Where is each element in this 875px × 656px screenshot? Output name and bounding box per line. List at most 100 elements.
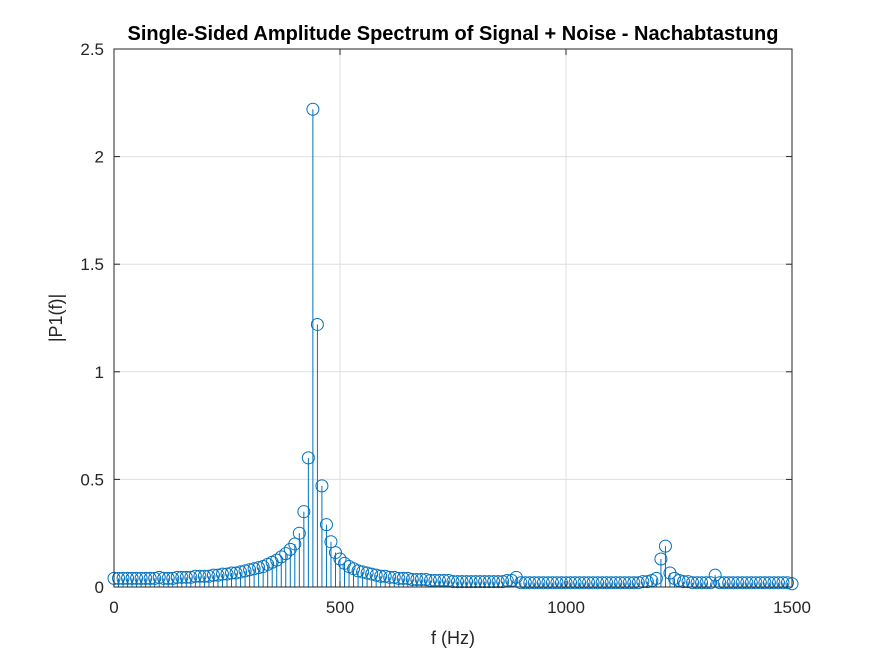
- stem-marker: [559, 576, 573, 590]
- stem-marker: [541, 576, 555, 590]
- stem-marker: [292, 526, 306, 540]
- stem-marker: [112, 571, 126, 585]
- stem-marker: [532, 576, 546, 590]
- stem-marker: [740, 576, 754, 590]
- stem-marker: [369, 568, 383, 582]
- stem-marker: [157, 571, 171, 585]
- stem-marker: [649, 571, 663, 585]
- stem-marker: [374, 569, 388, 583]
- stem-marker: [613, 576, 627, 590]
- plot-area: [114, 49, 792, 587]
- stem-marker: [686, 576, 700, 590]
- stem-marker: [161, 571, 175, 585]
- stem-marker: [139, 571, 153, 585]
- stem-marker: [600, 576, 614, 590]
- stem-marker: [713, 576, 727, 590]
- stem-marker: [767, 576, 781, 590]
- stem-marker: [514, 576, 528, 590]
- stem-marker: [238, 564, 252, 578]
- stem-marker: [197, 569, 211, 583]
- stem-marker: [188, 569, 202, 583]
- stem-marker: [496, 575, 510, 589]
- stem-series: [107, 102, 799, 591]
- x-tick-label: 0: [109, 598, 118, 617]
- stem-marker: [396, 571, 410, 585]
- y-tick-label: 0: [95, 578, 104, 597]
- stem-marker: [356, 565, 370, 579]
- stem-marker: [780, 576, 794, 590]
- stem-marker: [215, 567, 229, 581]
- stem-marker: [654, 552, 668, 566]
- stem-marker: [252, 561, 266, 575]
- stem-marker: [622, 576, 636, 590]
- stem-marker: [414, 572, 428, 586]
- stem-marker: [143, 571, 157, 585]
- stem-marker: [658, 539, 672, 553]
- stem-marker: [758, 576, 772, 590]
- stem-marker: [735, 576, 749, 590]
- chart-title: Single-Sided Amplitude Spectrum of Signa…: [127, 23, 778, 45]
- stem-marker: [175, 570, 189, 584]
- y-axis-label: |P1(f)|: [46, 294, 66, 342]
- stem-marker: [148, 571, 162, 585]
- stem-marker: [288, 537, 302, 551]
- y-tick-label: 2.5: [80, 40, 104, 59]
- stem-marker: [568, 576, 582, 590]
- stem-marker: [573, 576, 587, 590]
- stem-marker: [717, 576, 731, 590]
- stem-marker: [636, 575, 650, 589]
- stem-marker: [776, 576, 790, 590]
- y-tick-label: 1.5: [80, 255, 104, 274]
- stem-marker: [170, 570, 184, 584]
- stem-marker: [554, 576, 568, 590]
- stem-marker: [753, 576, 767, 590]
- stem-marker: [473, 575, 487, 589]
- stem-marker: [631, 576, 645, 590]
- stem-marker: [464, 575, 478, 589]
- stem-marker: [116, 571, 130, 585]
- stem-marker: [478, 575, 492, 589]
- stem-marker: [731, 576, 745, 590]
- stem-marker: [392, 571, 406, 585]
- stem-marker: [179, 570, 193, 584]
- stem-marker: [708, 568, 722, 582]
- stem-marker: [536, 576, 550, 590]
- stem-marker: [577, 576, 591, 590]
- stem-marker: [704, 576, 718, 590]
- stem-marker: [333, 552, 347, 566]
- stem-marker: [225, 566, 239, 580]
- stem-marker: [301, 451, 315, 465]
- stem-marker: [270, 553, 284, 567]
- stem-marker: [523, 576, 537, 590]
- stem-marker: [279, 547, 293, 561]
- stem-marker: [722, 576, 736, 590]
- y-tick-label: 2: [95, 148, 104, 167]
- stem-marker: [121, 571, 135, 585]
- stem-marker: [591, 576, 605, 590]
- stem-marker: [193, 569, 207, 583]
- x-tick-label: 500: [326, 598, 354, 617]
- y-tick-label: 0.5: [80, 470, 104, 489]
- stem-marker: [491, 575, 505, 589]
- stem-marker: [618, 576, 632, 590]
- x-axis-ticks: 0 500 1000 1500: [109, 49, 811, 617]
- stem-marker: [387, 570, 401, 584]
- stem-marker: [328, 546, 342, 560]
- stem-marker: [360, 566, 374, 580]
- stem-marker: [319, 518, 333, 532]
- stem-marker: [699, 576, 713, 590]
- stem-marker: [234, 565, 248, 579]
- stem-marker: [383, 570, 397, 584]
- stem-marker: [762, 576, 776, 590]
- axes-box: [113, 48, 793, 588]
- x-axis-label: f (Hz): [431, 628, 475, 648]
- stem-marker: [125, 571, 139, 585]
- stem-marker: [627, 576, 641, 590]
- stem-marker: [351, 564, 365, 578]
- stem-marker: [378, 569, 392, 583]
- stem-marker: [749, 576, 763, 590]
- stem-marker: [595, 576, 609, 590]
- stem-marker: [315, 479, 329, 493]
- stem-marker: [482, 575, 496, 589]
- stem-marker: [771, 576, 785, 590]
